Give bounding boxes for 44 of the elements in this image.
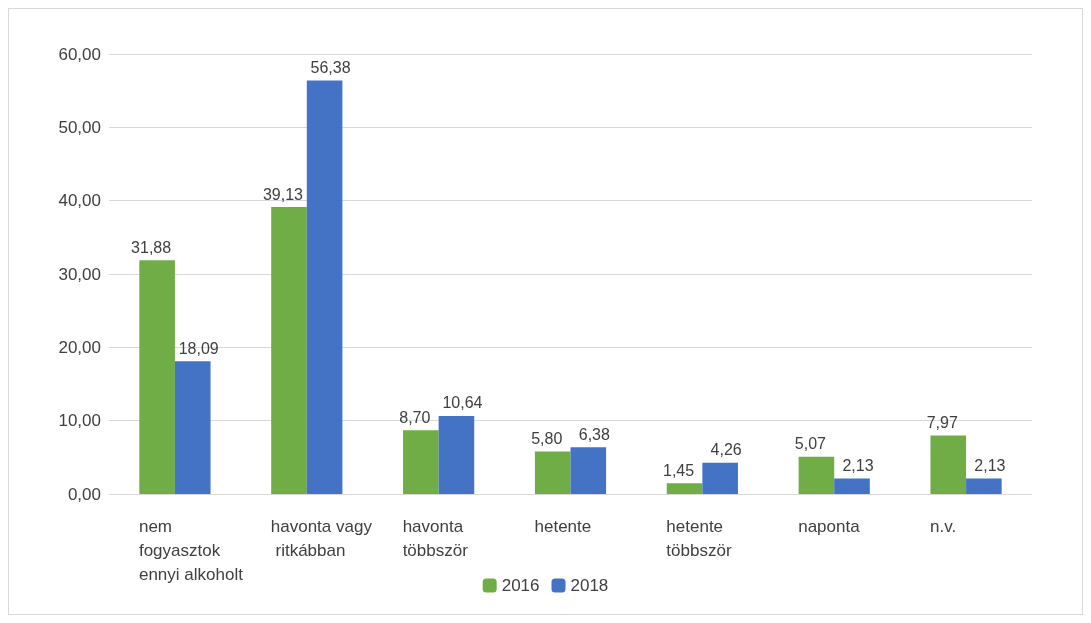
y-tick-label: 50,00 — [58, 117, 101, 137]
bar — [438, 415, 475, 494]
bar — [570, 447, 607, 494]
bar — [306, 80, 343, 494]
bar — [271, 207, 307, 494]
data-label: 10,64 — [442, 394, 483, 412]
data-label: 39,13 — [262, 185, 304, 203]
legend-label: 2016 — [501, 576, 540, 595]
y-tick-label: 30,00 — [58, 264, 101, 284]
data-label: 1,45 — [662, 461, 695, 479]
x-tick-label: n.v. — [930, 516, 957, 536]
x-tick-label: nem fogyasztok ennyi alkoholt — [138, 516, 244, 584]
data-label: 2,13 — [842, 456, 874, 474]
x-tick-label: hetente — [534, 516, 592, 536]
bar — [666, 483, 703, 494]
bar — [930, 435, 967, 494]
legend-label: 2018 — [570, 576, 609, 595]
x-tick-label: hetente többször — [666, 516, 732, 560]
x-tick-label: naponta — [798, 516, 861, 536]
data-label: 2,13 — [974, 456, 1006, 474]
y-tick-label: 20,00 — [58, 337, 101, 357]
y-tick-label: 60,00 — [58, 44, 101, 64]
bar — [534, 451, 571, 494]
bar — [798, 456, 835, 494]
y-tick-label: 40,00 — [58, 191, 101, 211]
data-label: 56,38 — [310, 59, 351, 77]
bar — [966, 478, 1002, 494]
y-tick-label: 10,00 — [58, 411, 101, 431]
x-tick-label: havonta vagy ritkábban — [270, 516, 373, 560]
bar — [834, 478, 870, 494]
bar — [403, 430, 439, 494]
data-label: 18,09 — [178, 339, 219, 357]
bar — [174, 361, 211, 494]
data-label: 5,80 — [531, 429, 563, 447]
data-label: 4,26 — [710, 441, 742, 459]
y-tick-label: 0,00 — [67, 484, 101, 504]
data-label: 7,97 — [926, 414, 958, 432]
bar — [702, 462, 738, 494]
data-label: 6,38 — [578, 425, 610, 443]
data-label: 8,70 — [399, 408, 431, 426]
x-tick-label: havonta többször — [402, 516, 469, 560]
bar — [139, 260, 175, 494]
data-label: 5,07 — [794, 435, 827, 453]
data-label: 31,88 — [131, 238, 172, 256]
